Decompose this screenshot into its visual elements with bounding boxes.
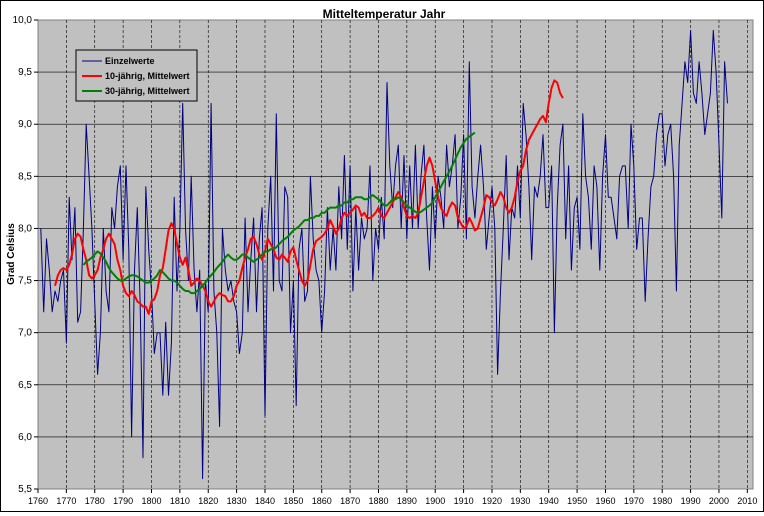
y-tick-label: 6,5 (18, 380, 32, 391)
x-tick-label: 1880 (368, 496, 388, 506)
axis-ticks: 5,5 6,0 6,5 7,0 7,5 8,0 8,5 9,0 9,5 10,0 1760 1770 1… (13, 15, 758, 506)
x-tick-label: 1900 (425, 496, 445, 506)
x-tick-label: 1890 (397, 496, 417, 506)
x-tick-label: 2010 (737, 496, 757, 506)
series-line-10-j-hrig-mittelwert (54, 79, 564, 315)
x-tick-label: 1970 (624, 496, 644, 506)
x-tick-label: 1820 (198, 496, 218, 506)
legend-label-10-jaehrig: 10-jährig, Mittelwert (105, 71, 190, 81)
x-tick-label: 1780 (85, 496, 105, 506)
x-tick-label: 2000 (709, 496, 729, 506)
y-tick-label: 9,5 (18, 67, 32, 78)
x-tick-label: 1760 (28, 496, 48, 506)
y-tick-label: 7,5 (18, 276, 32, 287)
x-tick-label: 1770 (56, 496, 76, 506)
series-line-einzelwerte (40, 29, 728, 480)
x-tick-label: 1940 (539, 496, 559, 506)
y-tick-label: 5,5 (18, 484, 32, 495)
y-tick-label: 10,0 (13, 15, 33, 26)
x-tick-label: 1860 (312, 496, 332, 506)
x-tick-label: 1830 (227, 496, 247, 506)
legend-label-30-jaehrig: 30-jährig, Mittelwert (105, 86, 190, 96)
y-tick-label: 7,0 (18, 328, 32, 339)
x-tick-label: 1910 (454, 496, 474, 506)
x-tick-label: 1960 (595, 496, 615, 506)
legend-label-einzelwerte: Einzelwerte (105, 56, 155, 66)
x-tick-label: 1930 (510, 496, 530, 506)
x-tick-label: 1790 (113, 496, 133, 506)
x-tick-label: 1800 (141, 496, 161, 506)
y-tick-label: 6,0 (18, 432, 32, 443)
x-tick-label: 1990 (681, 496, 701, 506)
series-lines (40, 29, 728, 480)
y-axis-label: Grad Celsius (6, 223, 17, 285)
chart-title: Mitteltemperatur Jahr (323, 7, 446, 21)
x-tick-label: 1810 (170, 496, 190, 506)
series-line-30-j-hrig-mittelwert (82, 131, 476, 295)
y-tick-label: 9,0 (18, 119, 32, 130)
x-tick-label: 1870 (340, 496, 360, 506)
y-tick-label: 8,5 (18, 171, 32, 182)
x-tick-label: 1840 (255, 496, 275, 506)
legend: Einzelwerte 10-jährig, Mittelwert 30-jäh… (75, 49, 198, 102)
x-tick-label: 1950 (567, 496, 587, 506)
x-tick-label: 1850 (283, 496, 303, 506)
x-tick-label: 1980 (652, 496, 672, 506)
y-tick-label: 8,0 (18, 223, 32, 234)
x-tick-label: 1920 (482, 496, 502, 506)
